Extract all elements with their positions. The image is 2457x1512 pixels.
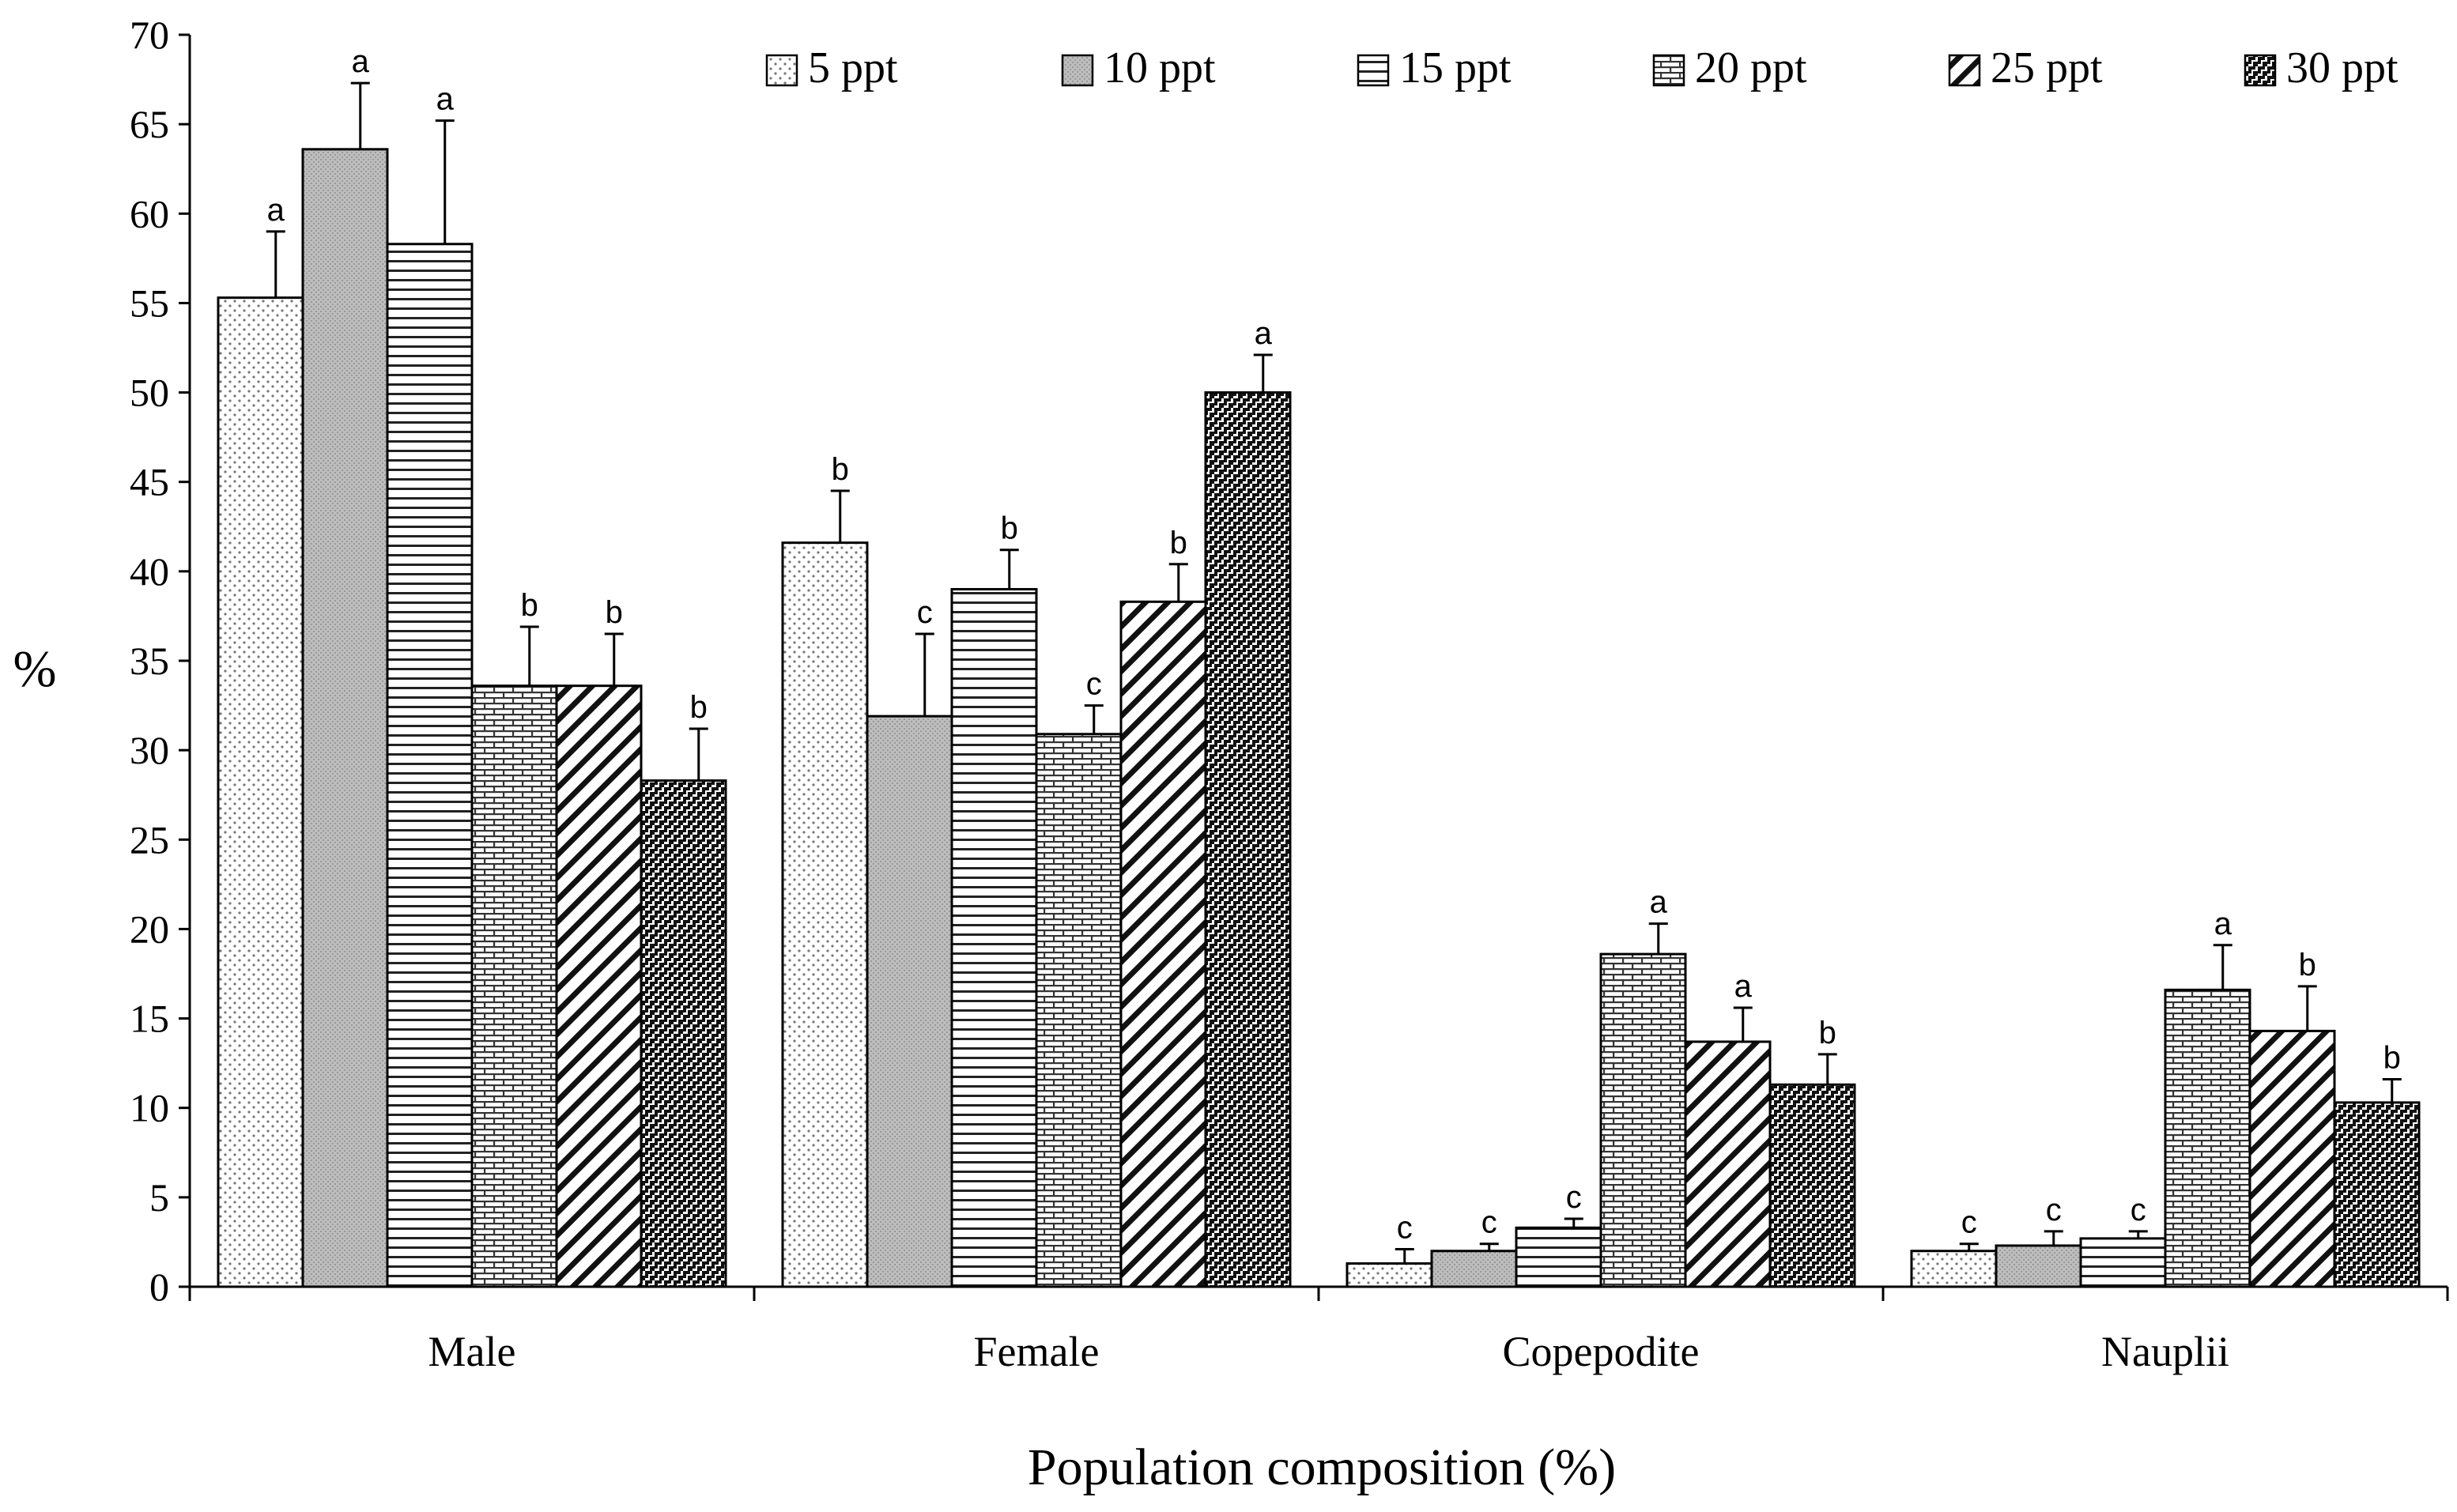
bar bbox=[2248, 1029, 2336, 1288]
significance-letter: b bbox=[1001, 511, 1018, 546]
bar bbox=[781, 541, 869, 1288]
significance-letter: a bbox=[1650, 885, 1668, 920]
bar bbox=[866, 715, 953, 1288]
y-tick-label: 25 bbox=[130, 817, 169, 862]
significance-letter: a bbox=[436, 82, 455, 117]
bar bbox=[640, 779, 727, 1288]
significance-letter: c bbox=[1961, 1205, 1977, 1240]
legend-label: 25 ppt bbox=[1991, 43, 2103, 92]
legend-label: 15 ppt bbox=[1399, 43, 1512, 92]
legend-label: 10 ppt bbox=[1104, 43, 1216, 92]
legend-swatch bbox=[1652, 54, 1685, 87]
y-tick-label: 65 bbox=[130, 102, 169, 146]
bar bbox=[1995, 1244, 2082, 1288]
bar bbox=[1204, 391, 1292, 1288]
bar bbox=[1430, 1250, 1518, 1288]
significance-letter: a bbox=[1734, 969, 1753, 1004]
y-tick-label: 40 bbox=[130, 549, 169, 594]
category-label: Nauplii bbox=[2101, 1328, 2229, 1375]
significance-letter: b bbox=[690, 690, 708, 725]
significance-letter: c bbox=[917, 595, 933, 630]
bar bbox=[950, 587, 1038, 1288]
significance-letter: c bbox=[1481, 1205, 1497, 1240]
significance-letter: c bbox=[1397, 1210, 1413, 1245]
y-tick-label: 5 bbox=[149, 1175, 169, 1220]
bar bbox=[2079, 1237, 2167, 1288]
significance-letter: b bbox=[832, 452, 849, 487]
bar bbox=[1910, 1250, 1998, 1288]
y-tick-label: 50 bbox=[130, 371, 169, 415]
y-tick-label: 15 bbox=[130, 997, 169, 1041]
bar bbox=[1515, 1226, 1602, 1288]
significance-letter: a bbox=[352, 44, 370, 79]
significance-letter: a bbox=[2214, 907, 2232, 941]
category-label: Female bbox=[974, 1328, 1100, 1375]
significance-letter: c bbox=[2131, 1193, 2146, 1227]
category-label: Copepodite bbox=[1503, 1328, 1700, 1375]
significance-letter: c bbox=[1566, 1180, 1582, 1215]
legend: 5 ppt 10 ppt 15 ppt 20 ppt 25 ppt 30 ppt bbox=[765, 43, 2398, 92]
y-tick-label: 70 bbox=[130, 13, 169, 57]
bar bbox=[1119, 600, 1207, 1288]
y-tick-label: 45 bbox=[130, 460, 169, 504]
bar bbox=[301, 148, 389, 1288]
y-tick-label: 10 bbox=[130, 1086, 169, 1130]
y-tick-label: 20 bbox=[130, 907, 169, 951]
significance-letter: b bbox=[1819, 1016, 1836, 1050]
legend-swatch bbox=[765, 54, 798, 87]
bar bbox=[217, 296, 304, 1288]
bar bbox=[386, 243, 474, 1288]
y-tick-label: 0 bbox=[149, 1265, 169, 1309]
bar bbox=[1599, 952, 1687, 1288]
significance-letter: b bbox=[2299, 948, 2316, 982]
significance-letter: b bbox=[1170, 526, 1187, 560]
y-tick-label: 30 bbox=[130, 728, 169, 772]
legend-swatch bbox=[1357, 54, 1390, 87]
bar bbox=[2164, 988, 2251, 1288]
y-axis-title: % bbox=[13, 640, 57, 698]
bar bbox=[2333, 1101, 2421, 1288]
legend-swatch bbox=[1061, 54, 1094, 87]
bar bbox=[1684, 1040, 1772, 1288]
y-tick-label: 60 bbox=[130, 191, 169, 236]
legend-label: 5 ppt bbox=[808, 43, 898, 92]
significance-letter: b bbox=[2383, 1041, 2401, 1076]
legend-swatch bbox=[1948, 54, 1981, 87]
legend-swatch bbox=[2244, 54, 2277, 87]
legend-label: 30 ppt bbox=[2286, 43, 2398, 92]
bar bbox=[470, 684, 558, 1288]
bar bbox=[555, 684, 643, 1288]
significance-letter: c bbox=[1086, 667, 1102, 702]
significance-letter: a bbox=[267, 193, 285, 228]
bar bbox=[1768, 1083, 1856, 1288]
significance-letter: c bbox=[2046, 1193, 2062, 1227]
significance-letter: b bbox=[521, 588, 538, 623]
category-label: Male bbox=[428, 1328, 516, 1375]
plot-area: 0 5 10 15 20 25 30 35 40 45 50 55 60 65 70 Male Female Co… bbox=[130, 13, 2449, 1375]
significance-letter: b bbox=[606, 595, 623, 630]
y-tick-label: 35 bbox=[130, 639, 169, 683]
y-tick-label: 55 bbox=[130, 281, 169, 325]
significance-letter: a bbox=[1255, 316, 1273, 351]
x-axis-title: Population composition (%) bbox=[1028, 1438, 1616, 1496]
legend-label: 20 ppt bbox=[1695, 43, 1807, 92]
bar bbox=[1346, 1262, 1433, 1288]
bar bbox=[1035, 733, 1123, 1288]
